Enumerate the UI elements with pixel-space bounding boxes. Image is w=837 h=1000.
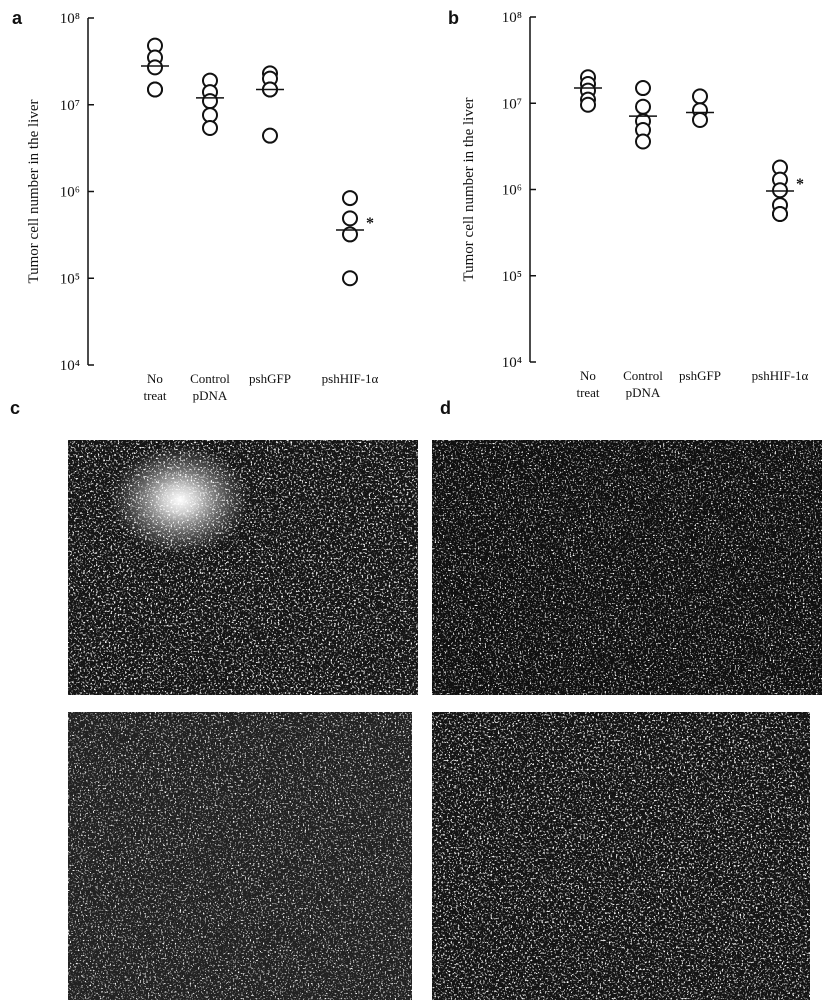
- micrograph-d-top: [432, 440, 822, 695]
- data-point: [342, 270, 358, 287]
- y-tick-label: 10⁵: [60, 271, 80, 287]
- x-tick-label: pDNA: [626, 385, 661, 400]
- y-tick-label: 10⁶: [60, 185, 80, 201]
- x-tick-label: Control: [623, 368, 663, 383]
- x-tick-label: pshHIF-1α: [752, 368, 809, 383]
- data-point: [342, 226, 358, 243]
- y-tick-label: 10⁷: [60, 98, 80, 114]
- x-tick-label: pshGFP: [679, 368, 721, 383]
- data-point: [147, 81, 163, 98]
- micrograph-c-bottom: [68, 712, 412, 1000]
- x-tick-label: pshGFP: [249, 371, 291, 386]
- data-point: [635, 98, 651, 115]
- data-point: [342, 210, 358, 227]
- data-point: [262, 127, 278, 144]
- y-tick-label: 10⁴: [60, 358, 80, 374]
- y-tick-label: 10⁷: [502, 96, 522, 112]
- y-tick-label: 10⁶: [502, 183, 522, 199]
- data-point: [147, 59, 163, 76]
- y-axis-label: Tumor cell number in the liver: [461, 97, 477, 281]
- panel-label: a: [12, 8, 23, 28]
- significance-mark: *: [796, 176, 804, 193]
- data-point: [635, 80, 651, 97]
- panel-label: b: [448, 8, 459, 28]
- data-point: [580, 96, 596, 113]
- data-point: [772, 182, 788, 199]
- panel-label: d: [440, 398, 451, 418]
- data-point: [202, 119, 218, 136]
- x-tick-label: Control: [190, 371, 230, 386]
- x-tick-label: treat: [576, 385, 599, 400]
- data-point: [772, 205, 788, 222]
- y-axis-label: Tumor cell number in the liver: [26, 99, 42, 283]
- x-tick-label: No: [580, 368, 596, 383]
- data-point: [342, 190, 358, 207]
- significance-mark: *: [366, 215, 374, 232]
- x-tick-label: treat: [143, 388, 166, 403]
- data-point: [635, 133, 651, 150]
- x-tick-label: pshHIF-1α: [322, 371, 379, 386]
- x-tick-label: pDNA: [193, 388, 228, 403]
- data-point: [692, 88, 708, 105]
- panel-label: c: [10, 398, 20, 418]
- micrograph-c-top: [68, 440, 418, 695]
- y-tick-label: 10⁸: [60, 11, 80, 27]
- y-tick-label: 10⁴: [502, 355, 522, 371]
- micrograph-d-bottom: [432, 712, 810, 1000]
- data-point: [692, 111, 708, 128]
- y-tick-label: 10⁸: [502, 10, 522, 26]
- y-tick-label: 10⁵: [502, 269, 522, 285]
- x-tick-label: No: [147, 371, 163, 386]
- data-point: [202, 93, 218, 110]
